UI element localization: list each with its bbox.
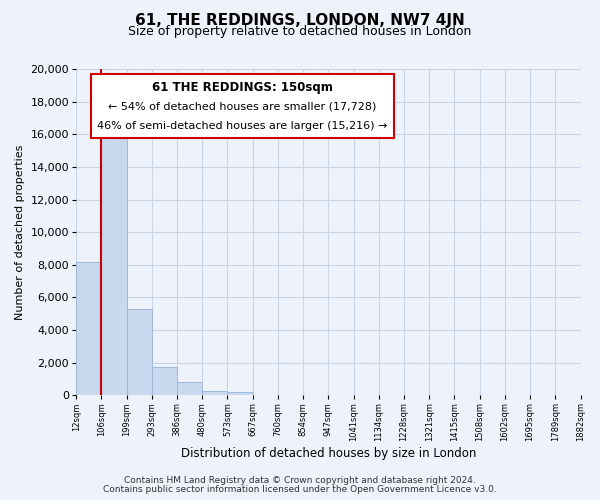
Text: 46% of semi-detached houses are larger (15,216) →: 46% of semi-detached houses are larger (…	[97, 121, 388, 131]
Text: Size of property relative to detached houses in London: Size of property relative to detached ho…	[128, 25, 472, 38]
Text: Contains HM Land Registry data © Crown copyright and database right 2024.: Contains HM Land Registry data © Crown c…	[124, 476, 476, 485]
Bar	[202, 391, 227, 396]
X-axis label: Distribution of detached houses by size in London: Distribution of detached houses by size …	[181, 447, 476, 460]
Text: 61, THE REDDINGS, LONDON, NW7 4JN: 61, THE REDDINGS, LONDON, NW7 4JN	[135, 12, 465, 28]
Bar	[101, 124, 127, 396]
Bar	[152, 367, 177, 396]
FancyBboxPatch shape	[91, 74, 394, 138]
Bar	[127, 309, 152, 396]
Bar	[76, 262, 101, 396]
Text: 61 THE REDDINGS: 150sqm: 61 THE REDDINGS: 150sqm	[152, 82, 333, 94]
Bar	[177, 382, 202, 396]
Text: ← 54% of detached houses are smaller (17,728): ← 54% of detached houses are smaller (17…	[109, 102, 377, 112]
Bar	[227, 392, 253, 396]
Y-axis label: Number of detached properties: Number of detached properties	[15, 144, 25, 320]
Text: Contains public sector information licensed under the Open Government Licence v3: Contains public sector information licen…	[103, 485, 497, 494]
